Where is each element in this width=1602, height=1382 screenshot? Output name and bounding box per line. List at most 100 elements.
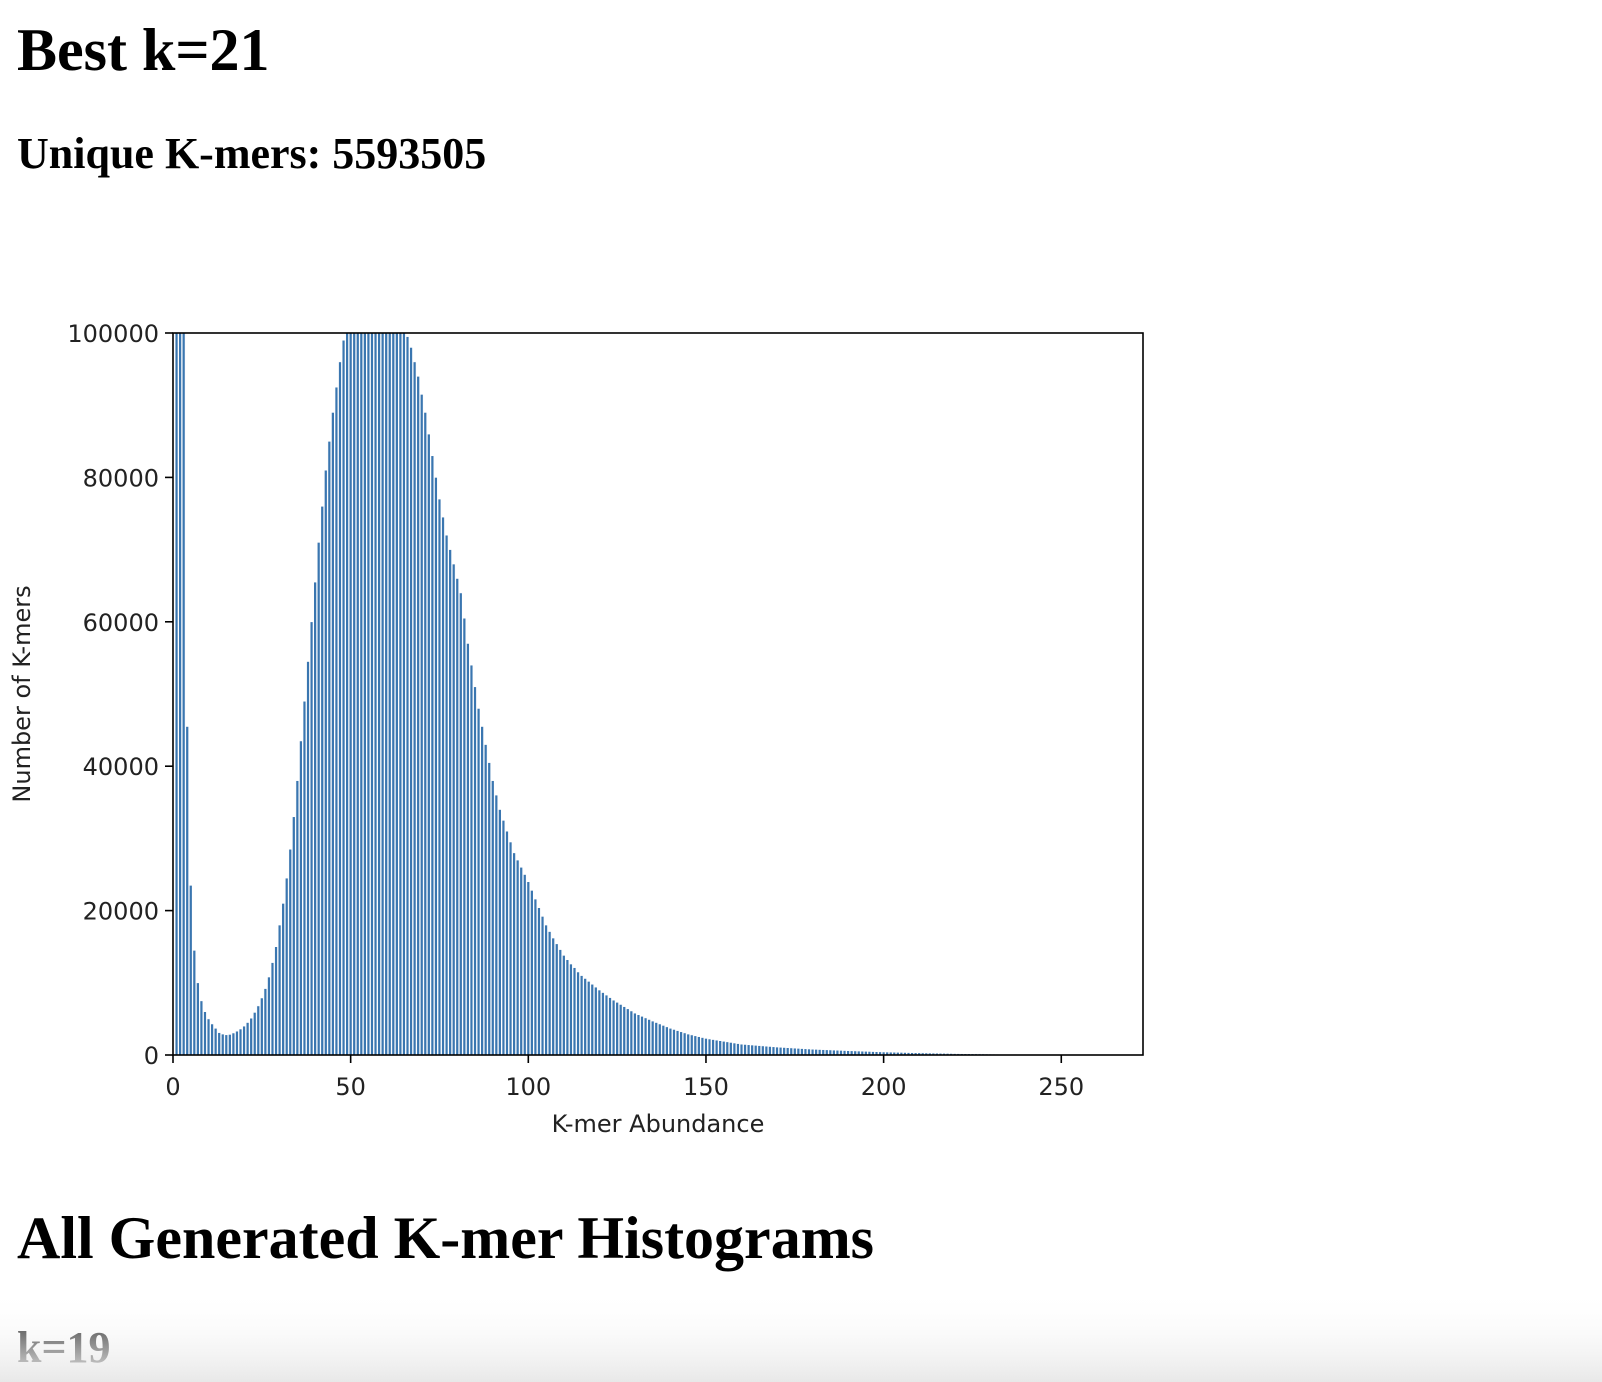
bar: [519, 866, 523, 1055]
bar: [700, 1037, 705, 1055]
bar: [469, 664, 474, 1055]
bar: [690, 1034, 694, 1055]
bar: [849, 1050, 854, 1055]
bar: [423, 412, 427, 1055]
bar: [803, 1048, 808, 1055]
bar: [487, 762, 491, 1055]
bar: [462, 617, 467, 1055]
bar: [455, 578, 459, 1055]
bar: [928, 1052, 932, 1055]
bar: [572, 967, 577, 1055]
bar: [498, 809, 502, 1055]
bar: [434, 477, 438, 1055]
bar: [189, 885, 193, 1055]
bar: [199, 1000, 204, 1055]
bar: [615, 1001, 619, 1055]
plot-frame: [172, 332, 1144, 1056]
bar: [871, 1051, 875, 1055]
bar: [356, 333, 360, 1055]
bar: [626, 1008, 630, 1055]
bar: [753, 1045, 758, 1055]
bar: [416, 376, 420, 1055]
bar: [174, 333, 179, 1055]
bar: [284, 877, 289, 1055]
bar: [576, 971, 580, 1055]
bar: [256, 1005, 260, 1055]
bar: [697, 1036, 701, 1055]
bar: [523, 874, 527, 1055]
bar: [718, 1040, 722, 1055]
bar: [825, 1049, 829, 1055]
bar: [483, 744, 488, 1055]
bar: [348, 333, 353, 1055]
bar: [821, 1049, 825, 1055]
bar: [906, 1052, 911, 1055]
bar: [427, 433, 431, 1055]
bar: [409, 347, 413, 1055]
bar: [785, 1047, 790, 1055]
bar: [586, 981, 591, 1055]
bar: [316, 542, 321, 1055]
bar: [771, 1046, 776, 1055]
bar: [512, 852, 516, 1055]
bar: [224, 1034, 229, 1055]
bar: [579, 975, 584, 1055]
bar: [711, 1039, 715, 1055]
bar: [938, 1052, 943, 1055]
bar: [515, 859, 520, 1055]
bar: [302, 700, 307, 1055]
bar: [920, 1052, 925, 1055]
bar: [295, 780, 300, 1055]
bar: [650, 1020, 655, 1055]
bar: [419, 394, 424, 1055]
bar: [466, 643, 470, 1055]
bottom-fade: [0, 1290, 1602, 1382]
bar: [658, 1023, 662, 1055]
bar: [682, 1032, 687, 1055]
bar: [892, 1051, 897, 1055]
bar: [668, 1027, 673, 1055]
bar: [583, 978, 587, 1055]
bar: [238, 1028, 243, 1055]
y-tick-label: 20000: [83, 898, 159, 926]
bar: [231, 1032, 236, 1055]
bar: [299, 740, 303, 1055]
bar: [789, 1047, 793, 1055]
bar: [796, 1048, 801, 1055]
bar: [597, 989, 602, 1055]
bar: [249, 1017, 253, 1055]
x-tick-label: 0: [165, 1073, 180, 1101]
plot-area: [174, 333, 1017, 1055]
y-tick-label: 0: [144, 1042, 159, 1070]
bar: [618, 1004, 623, 1055]
bar: [327, 440, 332, 1055]
bar: [679, 1031, 683, 1055]
bar: [707, 1038, 712, 1055]
bar: [334, 386, 339, 1055]
bar: [309, 621, 314, 1055]
bar: [338, 361, 342, 1055]
bar: [807, 1048, 811, 1055]
bar: [828, 1049, 833, 1055]
bar: [292, 816, 296, 1055]
bar: [384, 333, 388, 1055]
bar: [192, 950, 197, 1055]
bar: [306, 661, 310, 1055]
x-tick-label: 200: [861, 1073, 907, 1101]
bar: [704, 1038, 708, 1055]
bar: [608, 997, 612, 1055]
bar: [547, 931, 552, 1055]
bar: [736, 1043, 740, 1055]
bar: [473, 686, 477, 1055]
bar: [810, 1048, 815, 1055]
bar: [388, 333, 392, 1055]
bar: [281, 903, 285, 1055]
bar: [896, 1052, 900, 1055]
bar: [722, 1040, 726, 1055]
bar: [480, 726, 484, 1055]
bar: [533, 898, 538, 1055]
bar: [288, 848, 292, 1055]
bar: [260, 997, 264, 1055]
unique-kmers: Unique K-mers: 5593505: [17, 129, 486, 178]
